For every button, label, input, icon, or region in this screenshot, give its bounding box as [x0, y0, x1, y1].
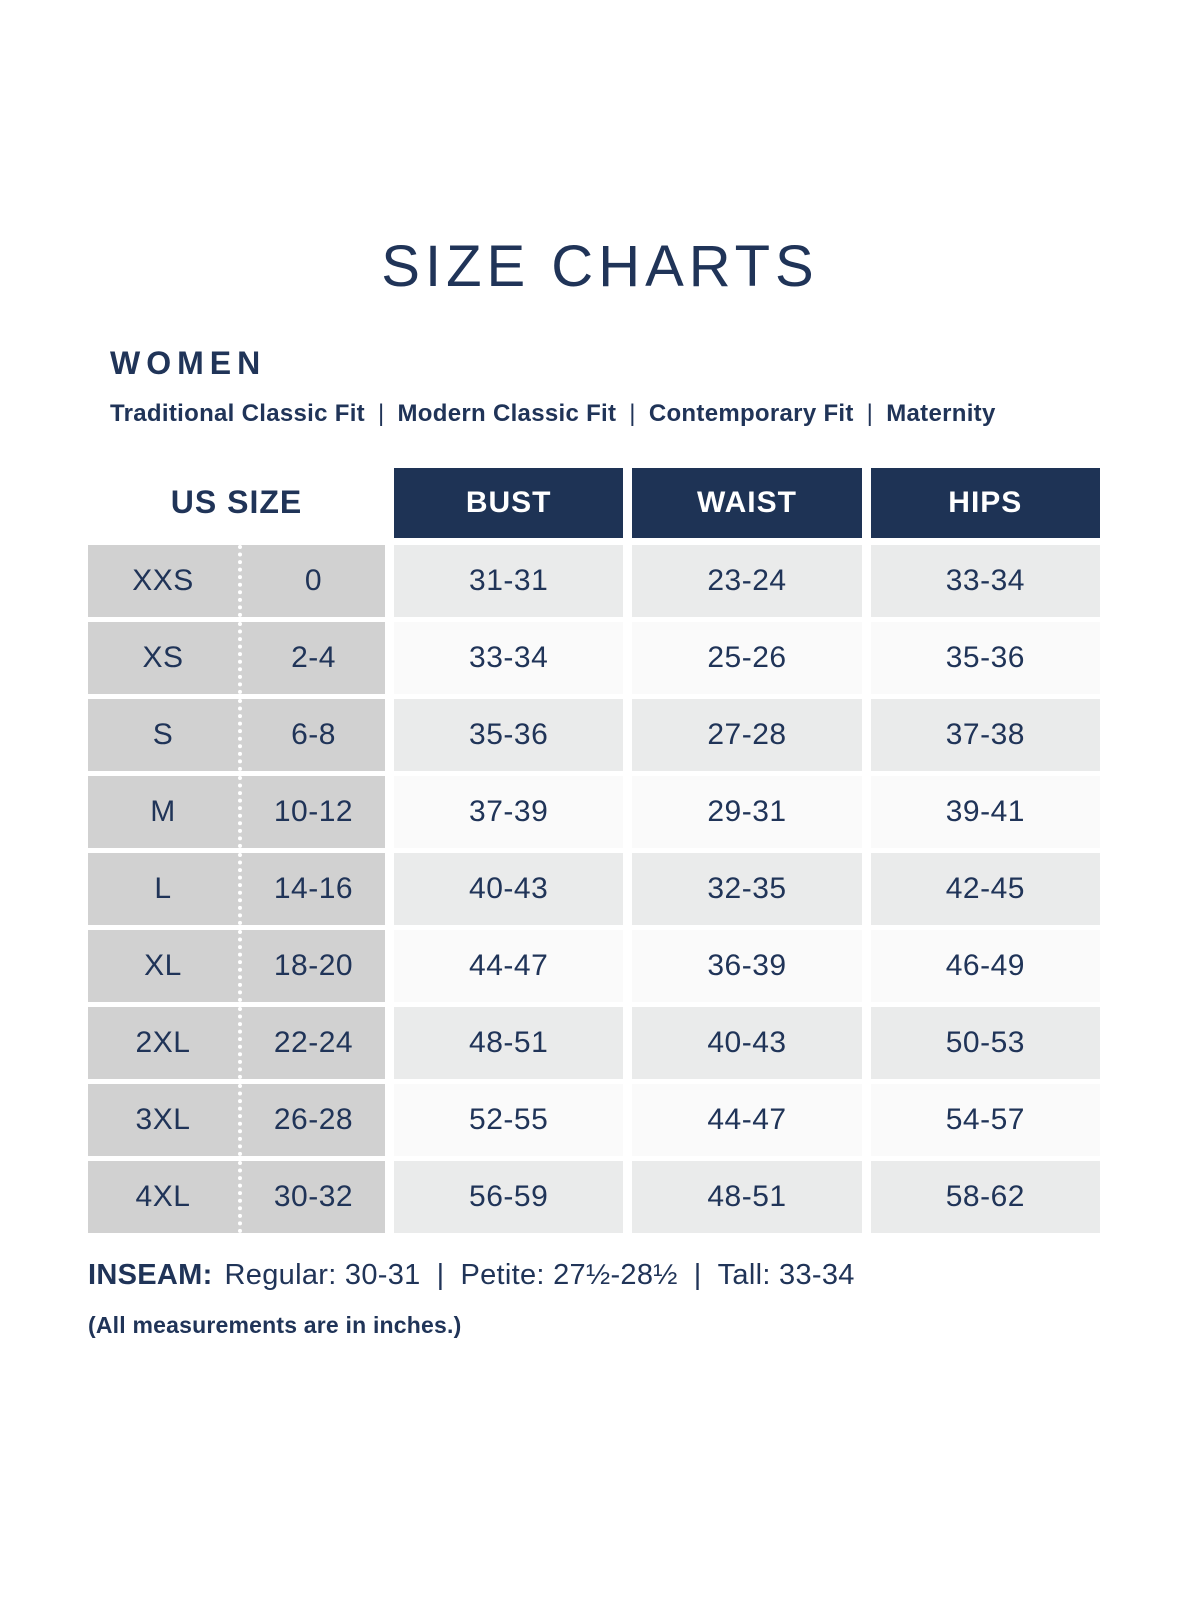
size-group: 2XL 22-24 [88, 1006, 385, 1079]
bust-cell: 48-51 [394, 1006, 624, 1079]
bust-cell: 44-47 [394, 929, 624, 1002]
inseam-line: INSEAM: Regular: 30-31 | Petite: 27½-28½ | Ta… [88, 1259, 1200, 1292]
waist-cell: 44-47 [632, 1083, 862, 1156]
size-group: XXS 0 [88, 544, 385, 617]
hips-cell: 46-49 [870, 929, 1100, 1002]
table-row: XS 2-4 33-34 25-26 35-36 [88, 621, 1100, 694]
hips-cell: 37-38 [870, 698, 1100, 771]
fit-option-traditional: Traditional Classic Fit [110, 399, 365, 427]
table-row: L 14-16 40-43 32-35 42-45 [88, 852, 1100, 925]
bust-cell: 31-31 [394, 544, 624, 617]
bust-header: BUST [394, 467, 624, 538]
table-row: 2XL 22-24 48-51 40-43 50-53 [88, 1006, 1100, 1079]
fit-option-contemporary: Contemporary Fit [648, 399, 854, 427]
us-size-cell: 22-24 [238, 1006, 385, 1079]
waist-cell: 32-35 [632, 852, 862, 925]
size-group: 3XL 26-28 [88, 1083, 385, 1156]
hips-cell: 33-34 [870, 544, 1100, 617]
us-size-cell: 6-8 [238, 698, 385, 771]
inseam-separator: | [436, 1258, 445, 1291]
table-header-row: US SIZE BUST WAIST HIPS [88, 467, 1100, 538]
measurements-footnote: (All measurements are in inches.) [88, 1311, 462, 1338]
table-row: XL 18-20 44-47 36-39 46-49 [88, 929, 1100, 1002]
size-group: S 6-8 [88, 698, 385, 771]
bust-cell: 56-59 [394, 1160, 624, 1233]
us-size-cell: 30-32 [238, 1160, 385, 1233]
bust-cell: 35-36 [394, 698, 624, 771]
inseam-petite: Petite: 27½-28½ [460, 1258, 678, 1291]
size-label-cell: 4XL [135, 1179, 191, 1213]
fit-option-modern: Modern Classic Fit [397, 399, 617, 427]
us-size-cell: 14-16 [238, 852, 385, 925]
size-label-cell: XL [144, 948, 182, 982]
fit-separator: | [629, 399, 636, 427]
inseam-regular: Regular: 30-31 [224, 1258, 421, 1291]
size-label-cell: XS [142, 640, 184, 674]
inseam-tall: Tall: 33-34 [717, 1258, 855, 1291]
waist-cell: 27-28 [632, 698, 862, 771]
hips-cell: 35-36 [870, 621, 1100, 694]
waist-cell: 48-51 [632, 1160, 862, 1233]
bust-cell: 33-34 [394, 621, 624, 694]
waist-cell: 25-26 [632, 621, 862, 694]
size-label-cell: 3XL [135, 1102, 191, 1136]
page-title: SIZE CHARTS [381, 234, 819, 299]
us-size-cell: 0 [238, 544, 385, 617]
us-size-cell: 26-28 [238, 1083, 385, 1156]
size-label-cell: S [152, 717, 174, 751]
waist-cell: 29-31 [632, 775, 862, 848]
waist-header: WAIST [632, 467, 862, 538]
us-size-cell: 10-12 [238, 775, 385, 848]
fit-option-maternity: Maternity [886, 399, 996, 427]
table-body: XXS 0 31-31 23-24 33-34 XS 2-4 33-34 25-26 35-36 S… [88, 544, 1100, 1233]
waist-cell: 36-39 [632, 929, 862, 1002]
inseam-label: INSEAM: [88, 1258, 213, 1291]
table-row: M 10-12 37-39 29-31 39-41 [88, 775, 1100, 848]
waist-cell: 40-43 [632, 1006, 862, 1079]
hips-cell: 58-62 [870, 1160, 1100, 1233]
size-group: M 10-12 [88, 775, 385, 848]
size-label-cell: 2XL [135, 1025, 191, 1059]
size-group: XL 18-20 [88, 929, 385, 1002]
size-group: L 14-16 [88, 852, 385, 925]
bust-cell: 40-43 [394, 852, 624, 925]
us-size-header: US SIZE [170, 484, 303, 521]
table-row: S 6-8 35-36 27-28 37-38 [88, 698, 1100, 771]
size-group: 4XL 30-32 [88, 1160, 385, 1233]
us-size-cell: 18-20 [238, 929, 385, 1002]
hips-header: HIPS [870, 467, 1100, 538]
hips-cell: 50-53 [870, 1006, 1100, 1079]
inseam-separator: | [693, 1258, 702, 1291]
hips-cell: 54-57 [870, 1083, 1100, 1156]
fit-options-line: Traditional Classic Fit | Modern Classic F… [110, 400, 1200, 428]
fit-separator: | [377, 399, 385, 427]
bust-cell: 52-55 [394, 1083, 624, 1156]
us-size-cell: 2-4 [238, 621, 385, 694]
waist-cell: 23-24 [632, 544, 862, 617]
bust-cell: 37-39 [394, 775, 624, 848]
table-row: XXS 0 31-31 23-24 33-34 [88, 544, 1100, 617]
table-row: 4XL 30-32 56-59 48-51 58-62 [88, 1160, 1100, 1233]
table-row: 3XL 26-28 52-55 44-47 54-57 [88, 1083, 1100, 1156]
size-label-cell: L [154, 871, 172, 905]
fit-separator: | [866, 399, 874, 427]
size-label-cell: M [150, 794, 176, 828]
size-label-cell: XXS [132, 563, 194, 597]
hips-cell: 42-45 [870, 852, 1100, 925]
women-size-table: US SIZE BUST WAIST HIPS XXS 0 31-31 23-24 33… [88, 467, 1100, 1233]
hips-cell: 39-41 [870, 775, 1100, 848]
size-group: XS 2-4 [88, 621, 385, 694]
women-section-heading: WOMEN [110, 344, 267, 381]
